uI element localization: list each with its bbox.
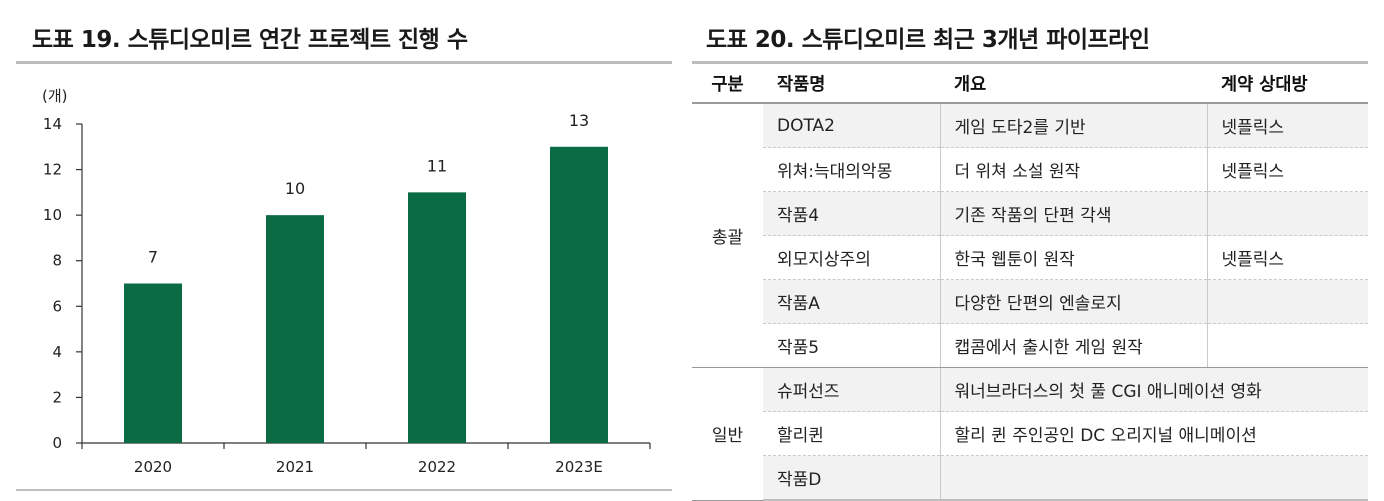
title-cell: 외모지상주의	[763, 235, 940, 280]
bar-2020	[124, 283, 182, 443]
y-tick-label: 4	[52, 343, 62, 361]
chart-title: 도표 19. 스튜디오미르 연간 프로젝트 진행 수	[32, 27, 468, 53]
title-cell: 슈퍼선즈	[763, 367, 940, 412]
partner-cell	[1206, 323, 1368, 368]
table-row: 외모지상주의 한국 웹툰이 원작 넷플릭스	[692, 235, 1368, 280]
summary-cell: 다양한 단편의 엔솔로지	[939, 279, 1207, 324]
pipeline-table: 구분 작품명 개요 계약 상대방 총괄 DOTA2 게임 도타2를 기반 넷플릭스 위쳐…	[692, 64, 1368, 501]
y-tick-label: 14	[43, 115, 62, 133]
x-tick-label-2020: 2020	[134, 458, 172, 476]
title-cell: 작품4	[763, 191, 940, 236]
chart-bottom-rule	[16, 489, 672, 491]
header-summary: 개요	[940, 64, 1207, 104]
table-row: 총괄 DOTA2 게임 도타2를 기반 넷플릭스	[692, 103, 1368, 368]
summary-cell: 더 위쳐 소설 원작	[939, 147, 1207, 192]
header-partner: 계약 상대방	[1207, 64, 1368, 104]
summary-cell: 할리 퀸 주인공인 DC 오리지널 애니메이션	[939, 411, 1368, 456]
pipeline-table-wrap: 구분 작품명 개요 계약 상대방 총괄 DOTA2 게임 도타2를 기반 넷플릭스 위쳐…	[692, 64, 1368, 501]
x-tick-label-2022: 2022	[418, 458, 456, 476]
partner-cell: 넷플릭스	[1206, 235, 1368, 280]
table-title: 도표 20. 스튜디오미르 최근 3개년 파이프라인	[706, 27, 1150, 53]
summary-cell: 워너브라더스의 첫 풀 CGI 애니메이션 영화	[939, 367, 1368, 412]
bar-chart: (개) 0 2 4 6 8 10 12 14 7 2020 10 2021 11 2022 13 2023E	[42, 87, 651, 476]
title-cell: 작품5	[763, 323, 940, 368]
bar-2021	[266, 215, 324, 443]
x-tick-label-2021: 2021	[276, 458, 314, 476]
bar-2023E	[550, 146, 608, 443]
y-tick-label: 12	[43, 161, 62, 179]
partner-cell	[1206, 191, 1368, 236]
data-label-2021: 10	[285, 179, 305, 198]
data-label-2020: 7	[148, 248, 158, 267]
table-top-rule	[692, 61, 1368, 64]
partner-cell: 넷플릭스	[1206, 147, 1368, 192]
group-cell: 총괄	[692, 103, 763, 368]
title-cell: 위쳐:늑대의악몽	[763, 147, 940, 192]
title-cell: 작품A	[763, 279, 940, 324]
data-label-2022: 11	[427, 156, 447, 175]
y-tick-label: 2	[52, 388, 62, 406]
y-unit-label: (개)	[42, 87, 68, 105]
title-cell: 작품D	[763, 455, 940, 501]
table-row: 할리퀸 할리 퀸 주인공인 DC 오리지널 애니메이션	[692, 411, 1368, 456]
y-tick-label: 6	[52, 297, 62, 315]
table-row: 일반 슈퍼선즈 워너브라더스의 첫 풀 CGI 애니메이션 영화	[692, 367, 1368, 501]
bar-2022	[408, 192, 466, 443]
header-category: 구분	[692, 64, 763, 104]
summary-cell: 한국 웹툰이 원작	[939, 235, 1207, 280]
group-cell: 일반	[692, 367, 763, 501]
table-row: 작품A 다양한 단편의 엔솔로지	[692, 279, 1368, 324]
table-header-row: 구분 작품명 개요 계약 상대방	[692, 64, 1368, 104]
summary-cell	[939, 455, 1368, 501]
title-cell: 할리퀸	[763, 411, 940, 456]
summary-cell: 게임 도타2를 기반	[939, 103, 1207, 148]
table-row: 작품5 캡콤에서 출시한 게임 원작	[692, 323, 1368, 368]
partner-cell	[1206, 279, 1368, 324]
y-tick-label: 0	[52, 434, 62, 452]
table-row: 위쳐:늑대의악몽 더 위쳐 소설 원작 넷플릭스	[692, 147, 1368, 192]
y-tick-label: 8	[52, 252, 62, 270]
x-tick-label-2023E: 2023E	[555, 458, 603, 476]
summary-cell: 기존 작품의 단편 각색	[939, 191, 1207, 236]
summary-cell: 캡콤에서 출시한 게임 원작	[939, 323, 1207, 368]
partner-cell: 넷플릭스	[1206, 103, 1368, 148]
y-tick-label: 10	[43, 206, 62, 224]
title-cell: DOTA2	[763, 103, 940, 148]
table-row: 작품D	[692, 455, 1368, 501]
data-label-2023E: 13	[569, 111, 589, 130]
header-title: 작품명	[763, 64, 940, 104]
chart-top-rule	[16, 61, 672, 64]
table-row: 작품4 기존 작품의 단편 각색	[692, 191, 1368, 236]
